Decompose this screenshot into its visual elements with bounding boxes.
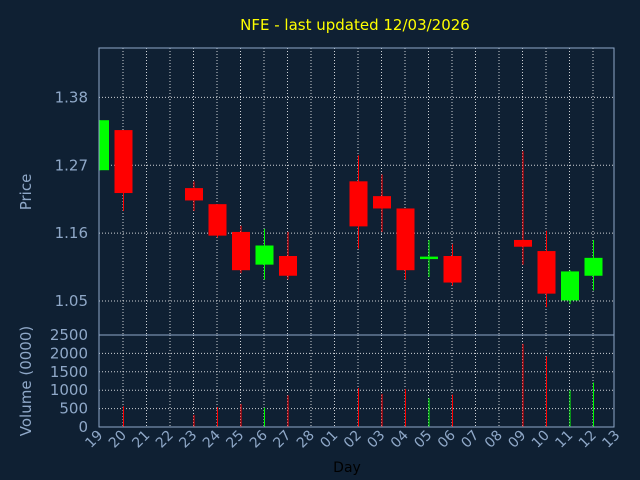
x-tick-label: 11 [552,428,576,452]
x-tick-label: 01 [317,428,341,452]
price-y-tick-label: 1.05 [55,292,88,310]
x-tick-label: 02 [341,428,365,452]
price-axis-label: Price [17,174,35,211]
x-tick-label: 12 [576,428,600,452]
candle-body [279,255,297,276]
volume-y-tick-label: 2000 [50,344,88,362]
price-y-tick-label: 1.16 [55,224,88,242]
x-tick-label: 21 [129,428,153,452]
volume-y-tick-label: 1500 [50,363,88,381]
candle-body [99,120,109,171]
candle-body [584,257,603,276]
x-tick-label: 13 [599,428,623,452]
x-tick-label: 03 [364,428,388,452]
candle-body [396,208,415,271]
x-tick-label: 09 [505,428,529,452]
candle-body [514,239,532,247]
candle-body [255,245,274,265]
price-gridlines [99,48,614,335]
volume-y-tick-label: 0 [78,418,88,436]
volume-y-tick-label: 2500 [50,326,88,344]
x-tick-label: 27 [270,428,294,452]
x-tick-label: 20 [106,428,130,452]
x-axis-label: Day [333,460,361,476]
candle-body [185,188,203,201]
candle-body [114,130,133,194]
price-y-ticks: 1.05 1.16 1.27 1.38 [55,88,88,310]
candle-body [537,251,556,294]
x-tick-label: 23 [176,428,200,452]
x-tick-label: 28 [294,428,318,452]
x-tick-label: 04 [388,427,412,451]
x-tick-label: 10 [529,428,553,452]
price-y-tick-label: 1.38 [55,88,88,106]
price-y-tick-label: 1.27 [55,156,88,174]
volume-plot-frame [98,334,615,428]
x-tick-label: 05 [411,428,435,452]
volume-y-tick-label: 1000 [50,381,88,399]
x-tick-label: 07 [458,428,482,452]
x-axis-ticks: 19 20 21 22 23 24 25 26 27 28 01 02 03 04 05 06 07 08 09 10… [82,427,623,451]
candle-body [561,271,579,301]
candle-body [373,196,391,209]
chart-title: NFE - last updated 12/03/2026 [240,16,470,34]
candlesticks [99,120,603,308]
volume-axis-label: Volume (0000) [17,326,35,436]
x-tick-label: 25 [223,428,247,452]
candle-body [420,256,438,260]
candle-body [208,204,227,236]
candle-body [349,181,368,227]
x-tick-label: 26 [247,427,271,451]
candle-body [443,255,462,283]
candle-body [232,231,250,271]
volume-y-tick-label: 500 [59,400,88,418]
x-tick-label: 24 [200,427,224,451]
volume-bars [123,343,594,427]
x-tick-label: 08 [482,428,506,452]
x-tick-label: 06 [435,427,459,451]
volume-gridlines [99,335,614,427]
x-tick-label: 22 [153,428,177,452]
